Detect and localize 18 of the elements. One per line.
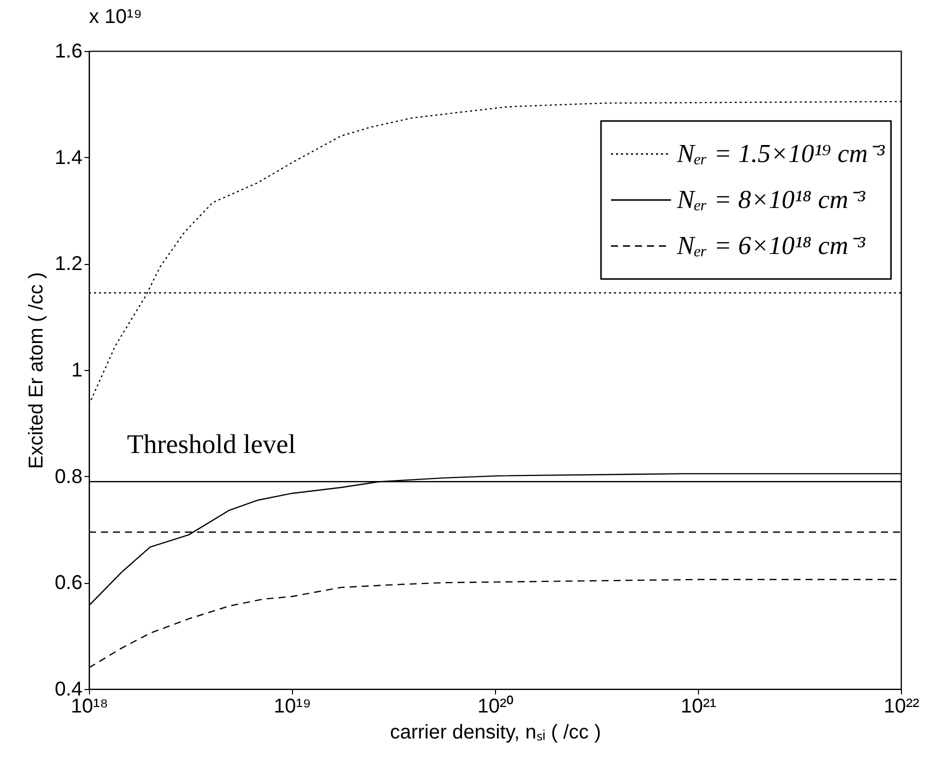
y-tick-label: 0.6 [54, 572, 82, 594]
x-axis-title: carrier density, nₛᵢ ( /cc ) [390, 722, 602, 744]
y-tick-label: 1.2 [54, 253, 82, 276]
y-axis-title: Excited Er atom ( /cc ) [26, 272, 48, 469]
x-tick-label: 10¹⁸ [70, 696, 108, 718]
x-tick-label: 10²² [884, 696, 920, 718]
legend-label: Nₑᵣ = 8×10¹⁸ cm⁻³ [676, 185, 866, 214]
text: x 10¹⁹ [89, 6, 142, 28]
legend-label: Nₑᵣ = 1.5×10¹⁹ cm⁻³ [676, 139, 886, 168]
y-tick-label: 1.4 [54, 146, 82, 169]
legend-label: Nₑᵣ = 6×10¹⁸ cm⁻³ [676, 231, 866, 260]
y-tick-label: 1.6 [54, 40, 82, 62]
x-tick-label: 10¹⁹ [274, 696, 312, 718]
x-tick-label: 10²¹ [680, 696, 717, 718]
annotation: Threshold level [127, 429, 296, 459]
y-tick-label: 1 [71, 360, 82, 382]
y-tick-label: 0.8 [54, 466, 82, 488]
x-tick-label: 10²⁰ [478, 694, 514, 718]
